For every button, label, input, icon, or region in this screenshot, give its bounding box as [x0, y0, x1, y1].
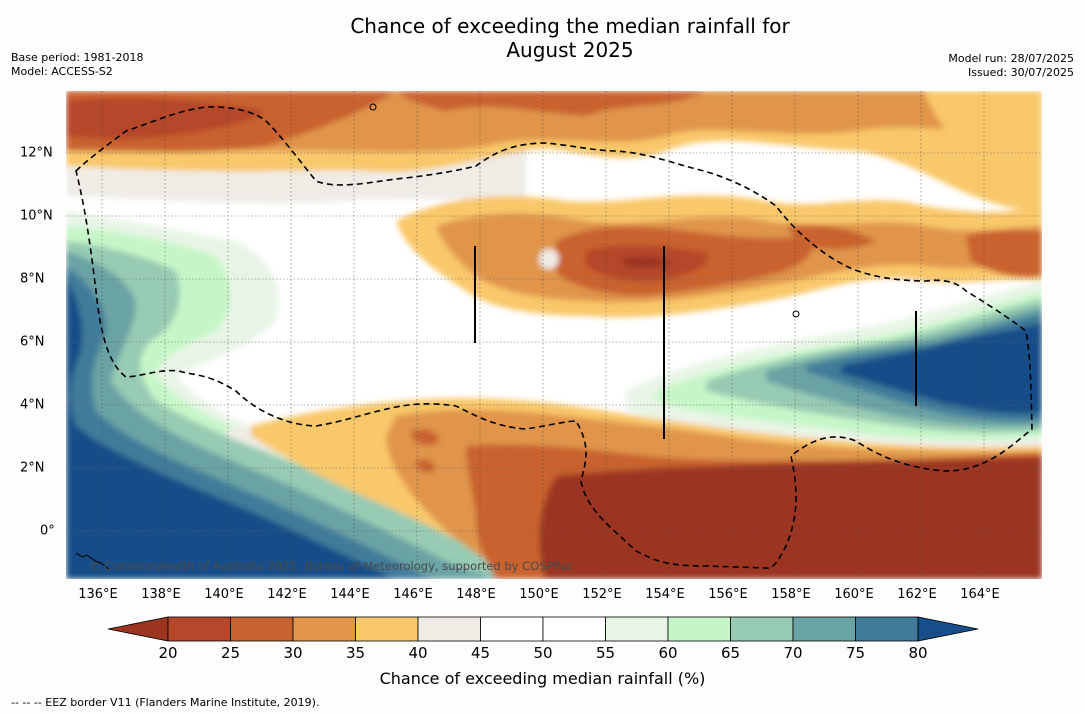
island-markers: [474, 246, 917, 439]
colorbar-label: 65: [720, 644, 741, 662]
colorbar-label: 35: [345, 644, 366, 662]
model-run: Model run: 28/07/2025: [948, 52, 1074, 65]
model-name: Model: ACCESS-S2: [11, 65, 113, 78]
grid-lines: [66, 152, 1042, 532]
colorbar-label: 70: [783, 644, 803, 662]
meta-right: Model run: 28/07/2025 Issued: 30/07/2025: [948, 52, 1074, 80]
colorbar-segment: [855, 616, 919, 642]
colorbar-title: Chance of exceeding median rainfall (%): [379, 669, 706, 688]
lon-tick-146e: 146°E: [393, 587, 433, 602]
colorbar-segment: [605, 616, 669, 642]
lon-tick-162e: 162°E: [897, 587, 937, 602]
title-line-2: August 2025: [506, 38, 634, 62]
eez-border: [75, 106, 1033, 569]
colorbar-label: 40: [408, 644, 428, 662]
colorbar-label: 20: [158, 644, 178, 662]
lon-tick-142e: 142°E: [267, 587, 307, 602]
rainfall-map: [66, 91, 1042, 579]
meta-left: Base period: 1981-2018 Model: ACCESS-S2: [11, 51, 143, 79]
lon-tick-140e: 140°E: [204, 587, 244, 602]
lat-tick-4n: 4°N: [20, 397, 45, 413]
colorbar-label: 55: [595, 644, 616, 662]
colorbar-label: 75: [845, 644, 866, 662]
colorbar-segment: [292, 616, 356, 642]
colorbar-segment: [230, 616, 294, 642]
lat-tick-8n: 8°N: [20, 271, 45, 287]
lon-tick-164e: 164°E: [960, 587, 1000, 602]
colorbar-segment: [542, 616, 606, 642]
colorbar-label: 45: [470, 644, 491, 662]
lat-tick-6n: 6°N: [20, 334, 45, 350]
colorbar-label: 80: [908, 644, 928, 662]
colorbar-segment: [417, 616, 481, 642]
lon-tick-148e: 148°E: [456, 587, 496, 602]
colorbar-extend-high: [917, 616, 979, 642]
lon-tick-154e: 154°E: [645, 587, 685, 602]
lon-tick-150e: 150°E: [519, 587, 559, 602]
base-period: Base period: 1981-2018: [11, 51, 144, 64]
lat-tick-0: 0°: [40, 523, 55, 539]
colorbar-segment: [355, 616, 419, 642]
lon-tick-160e: 160°E: [834, 587, 874, 602]
copyright-notice: © Commonwealth of Australia 2025, Bureau…: [89, 559, 574, 573]
colorbar-segment: [667, 616, 731, 642]
colorbar-label: 30: [283, 644, 303, 662]
colorbar-label: 50: [533, 644, 553, 662]
lon-tick-138e: 138°E: [141, 587, 181, 602]
colorbar-segment: [792, 616, 856, 642]
lon-tick-158e: 158°E: [771, 587, 811, 602]
lat-tick-2n: 2°N: [20, 460, 45, 476]
colorbar-extend-low: [107, 616, 169, 642]
colorbar-segment: [730, 616, 794, 642]
lon-tick-152e: 152°E: [582, 587, 622, 602]
lon-tick-136e: 136°E: [78, 587, 118, 602]
colorbar-segment: [480, 616, 544, 642]
eez-footnote: -- -- -- EEZ border V11 (Flanders Marine…: [11, 696, 320, 709]
colorbar-segment: [167, 616, 231, 642]
colorbar-label: 25: [220, 644, 241, 662]
colorbar-label: 60: [658, 644, 678, 662]
issued-date: Issued: 30/07/2025: [967, 66, 1074, 79]
map-title: Chance of exceeding the median rainfall …: [0, 14, 1085, 62]
lat-tick-12n: 12°N: [20, 145, 53, 161]
lon-tick-156e: 156°E: [708, 587, 748, 602]
title-line-1: Chance of exceeding the median rainfall …: [350, 14, 790, 38]
lon-tick-144e: 144°E: [330, 587, 370, 602]
lat-tick-10n: 10°N: [20, 208, 53, 224]
